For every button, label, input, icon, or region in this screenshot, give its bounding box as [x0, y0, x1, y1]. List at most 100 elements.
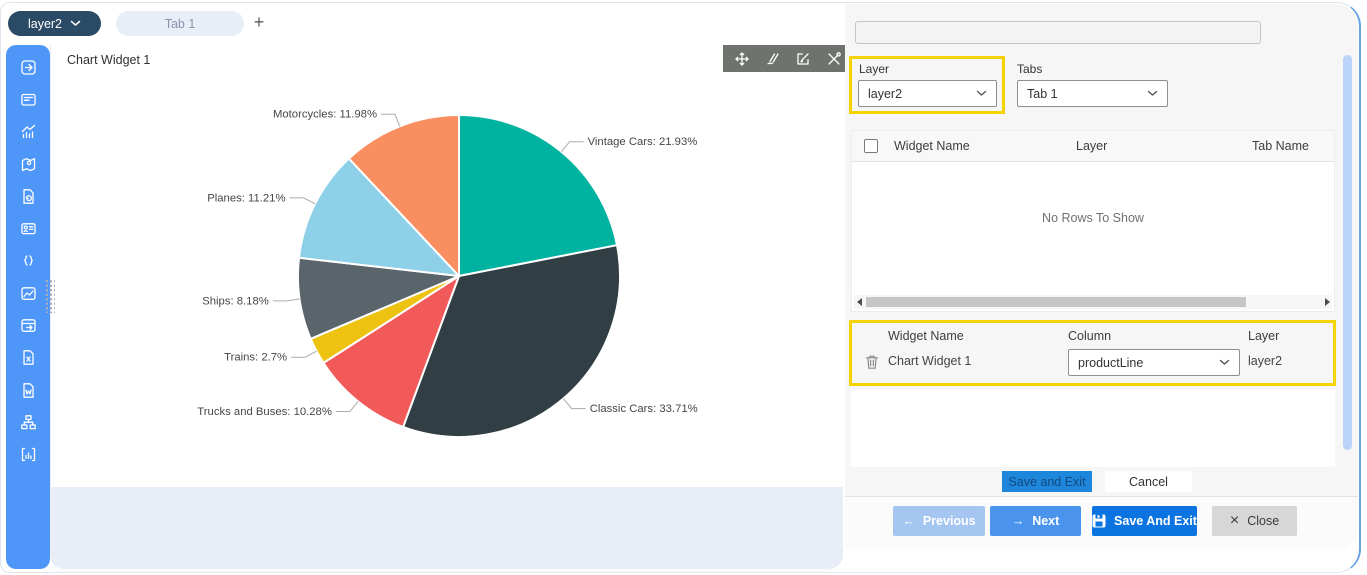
- add-tab-button[interactable]: +: [249, 9, 269, 35]
- horizontal-scrollbar[interactable]: [854, 295, 1332, 309]
- braces-widget-icon: [23, 255, 33, 267]
- horizontal-scroll-thumb[interactable]: [866, 297, 1246, 307]
- layer-select[interactable]: layer2: [858, 80, 997, 107]
- move-widget-button[interactable]: [731, 48, 753, 70]
- save-and-exit-button[interactable]: Save And Exit: [1092, 506, 1197, 536]
- config-panel: Layer layer2 Tabs Tab 1 Widget Name Laye…: [845, 4, 1358, 549]
- column-select-value: productLine: [1078, 355, 1144, 370]
- column-select[interactable]: productLine: [1068, 349, 1240, 376]
- next-button[interactable]: → Next: [990, 506, 1081, 536]
- close-icon: ×: [1229, 512, 1240, 529]
- pie-label: Classic Cars: 33.71%: [590, 403, 698, 415]
- edit-widget-button[interactable]: [792, 48, 814, 70]
- pie-label: Vintage Cars: 21.93%: [588, 136, 698, 148]
- sidebar-resize-handle[interactable]: [45, 279, 55, 313]
- chevron-down-icon: [1219, 359, 1230, 365]
- sidebar-item-form[interactable]: [11, 83, 45, 115]
- widget-toolbar: [723, 45, 853, 72]
- col-tab-name: Tab Name: [1252, 139, 1309, 153]
- tab-label: Tab 1: [164, 16, 196, 31]
- chart-widget[interactable]: Chart Widget 1 Vintage Cars: 21.93% Class…: [51, 45, 853, 487]
- move-icon: [735, 51, 750, 66]
- pie-label: Ships: 8.18%: [202, 295, 269, 307]
- tabs-select[interactable]: Tab 1: [1017, 80, 1168, 107]
- sidebar-item-id-card[interactable]: [11, 212, 45, 244]
- save-icon: [1092, 514, 1106, 528]
- mapping-table: Widget Name Column Layer Chart Widget 1 …: [849, 320, 1336, 386]
- sidebar-item-image-chart[interactable]: [11, 277, 45, 309]
- bar-chart-widget-icon: [21, 448, 35, 462]
- close-label: Close: [1247, 514, 1280, 528]
- sidebar-item-map[interactable]: [11, 148, 45, 180]
- export-widget-icon: [20, 59, 36, 75]
- map-widget-icon: [21, 157, 35, 171]
- arrow-left-icon: ←: [902, 514, 915, 528]
- save-and-exit-small-button[interactable]: Save and Exit: [1002, 471, 1092, 492]
- tab-tab1[interactable]: Tab 1: [116, 11, 244, 36]
- pie-label-line: [291, 350, 317, 358]
- file-refresh-widget-icon: [22, 188, 34, 204]
- mapping-table-row: Chart Widget 1 productLine layer2: [852, 347, 1333, 383]
- excel-file-widget-icon: [22, 350, 34, 366]
- pie-label: Motorcycles: 11.98%: [273, 109, 377, 121]
- col-widget-name: Widget Name: [894, 139, 970, 153]
- sidebar-item-export[interactable]: [11, 51, 45, 83]
- footer-divider: [845, 496, 1358, 497]
- wizard-footer: ← Previous → Next Save And Exit × Close: [845, 497, 1358, 549]
- triangle-right-icon: [1324, 298, 1330, 306]
- pie-slice-vintage-cars[interactable]: [458, 114, 618, 277]
- layer-selector-pill[interactable]: layer2: [8, 11, 101, 36]
- triangle-left-icon: [856, 298, 862, 306]
- sidebar-item-file-refresh[interactable]: [11, 180, 45, 212]
- sidebar-item-excel[interactable]: [11, 342, 45, 374]
- sidebar-item-chart[interactable]: [11, 116, 45, 148]
- topbar: layer2 Tab 1 +: [0, 0, 845, 45]
- delete-row-button[interactable]: [862, 353, 882, 373]
- pie-slice-planes[interactable]: [298, 157, 460, 277]
- select-all-checkbox[interactable]: [864, 139, 878, 153]
- sidebar-item-braces[interactable]: [11, 245, 45, 277]
- id-card-widget-icon: [20, 223, 36, 235]
- previous-button[interactable]: ← Previous: [893, 506, 985, 536]
- cancel-button[interactable]: Cancel: [1105, 471, 1192, 492]
- pie-slice-classic-cars[interactable]: [402, 244, 621, 438]
- layer-field-label: Layer: [859, 62, 890, 76]
- pie-label-line: [272, 298, 300, 302]
- pie-chart[interactable]: Vintage Cars: 21.93% Classic Cars: 33.71%…: [51, 45, 843, 487]
- vertical-scroll-thumb[interactable]: [1343, 55, 1352, 450]
- scroll-right-button[interactable]: [1322, 295, 1332, 309]
- edit-icon: [797, 52, 809, 65]
- pie-label: Planes: 11.21%: [207, 192, 285, 204]
- panel-top-input[interactable]: [855, 21, 1261, 44]
- tools-widget-button[interactable]: [823, 48, 845, 70]
- pie-label-line: [562, 398, 586, 410]
- pie-label-line: [381, 113, 401, 127]
- col-layer: Layer: [1076, 139, 1108, 153]
- close-button[interactable]: × Close: [1212, 506, 1297, 536]
- scroll-left-button[interactable]: [854, 295, 864, 309]
- draw-widget-button[interactable]: [762, 48, 784, 70]
- trash-icon: [865, 355, 879, 369]
- sidebar-item-table-export[interactable]: [11, 309, 45, 341]
- empty-rows-message: No Rows To Show: [1042, 211, 1144, 225]
- layer-field-highlight: Layer layer2: [849, 56, 1005, 114]
- panel-spacer: [851, 390, 1335, 467]
- tools-icon: [827, 51, 841, 65]
- pie-label: Trucks and Buses: 10.28%: [197, 406, 332, 418]
- pie-label-line: [335, 401, 359, 412]
- row-widget-name: Chart Widget 1: [888, 354, 972, 368]
- sidebar-item-hierarchy[interactable]: [11, 406, 45, 438]
- save-and-exit-label: Save And Exit: [1114, 514, 1197, 528]
- sidebar-item-bar-chart[interactable]: [11, 439, 45, 471]
- sidebar-item-word[interactable]: [11, 374, 45, 406]
- layer-select-value: layer2: [868, 86, 903, 101]
- table-export-widget-icon: [20, 319, 36, 332]
- widgets-table-header: Widget Name Layer Tab Name: [852, 131, 1334, 162]
- col-widget-name: Widget Name: [888, 329, 964, 343]
- word-file-widget-icon: [22, 382, 34, 398]
- hierarchy-widget-icon: [20, 415, 36, 430]
- pie-label-line: [561, 141, 584, 153]
- widget-title: Chart Widget 1: [67, 53, 151, 67]
- chevron-down-icon: [70, 20, 81, 26]
- arrow-right-icon: →: [1011, 514, 1025, 528]
